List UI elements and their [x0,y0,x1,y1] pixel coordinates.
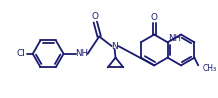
Text: N: N [111,42,118,51]
Text: NH: NH [169,34,182,43]
Text: O: O [92,12,99,21]
Text: Cl: Cl [16,49,25,58]
Text: NH: NH [75,49,88,58]
Text: CH₃: CH₃ [203,64,217,73]
Text: O: O [151,13,158,22]
